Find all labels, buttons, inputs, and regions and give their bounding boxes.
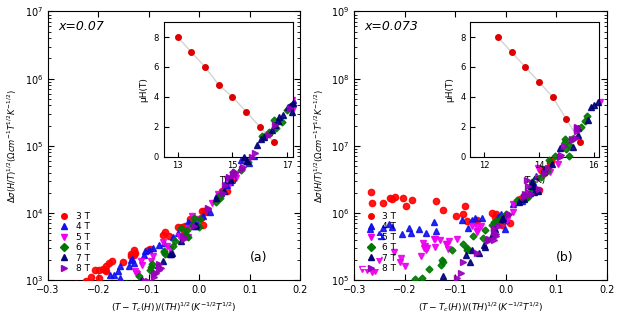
- X-axis label: $(T-T_c(H))/(TH)^{1/2}(K^{-1/2}T^{1/2})$: $(T-T_c(H))/(TH)^{1/2}(K^{-1/2}T^{1/2})$: [111, 300, 237, 315]
- Text: (b): (b): [556, 251, 574, 264]
- Legend: 3 T, 4 T, 5 T, 6 T, 7 T, 8 T: 3 T, 4 T, 5 T, 6 T, 7 T, 8 T: [52, 209, 92, 276]
- Y-axis label: $\Delta\sigma(H/T)^{1/2}(\Omega cm^{-1}T^{1/2}K^{-1/2})$: $\Delta\sigma(H/T)^{1/2}(\Omega cm^{-1}T…: [6, 89, 19, 203]
- Legend: 3 T, 4 T, 5 T, 6 T, 7 T, 8 T: 3 T, 4 T, 5 T, 6 T, 7 T, 8 T: [359, 209, 399, 276]
- Text: (a): (a): [250, 251, 267, 264]
- Text: x=0.07: x=0.07: [58, 20, 104, 33]
- Y-axis label: $\Delta\sigma(H/T)^{1/2}(\Omega cm^{-1}T^{1/2}K^{-1/2})$: $\Delta\sigma(H/T)^{1/2}(\Omega cm^{-1}T…: [312, 89, 326, 203]
- Text: x=0.073: x=0.073: [365, 20, 419, 33]
- X-axis label: $(T-T_c(H))/(TH)^{1/2}(K^{-1/2}T^{1/2})$: $(T-T_c(H))/(TH)^{1/2}(K^{-1/2}T^{1/2})$: [418, 300, 543, 315]
